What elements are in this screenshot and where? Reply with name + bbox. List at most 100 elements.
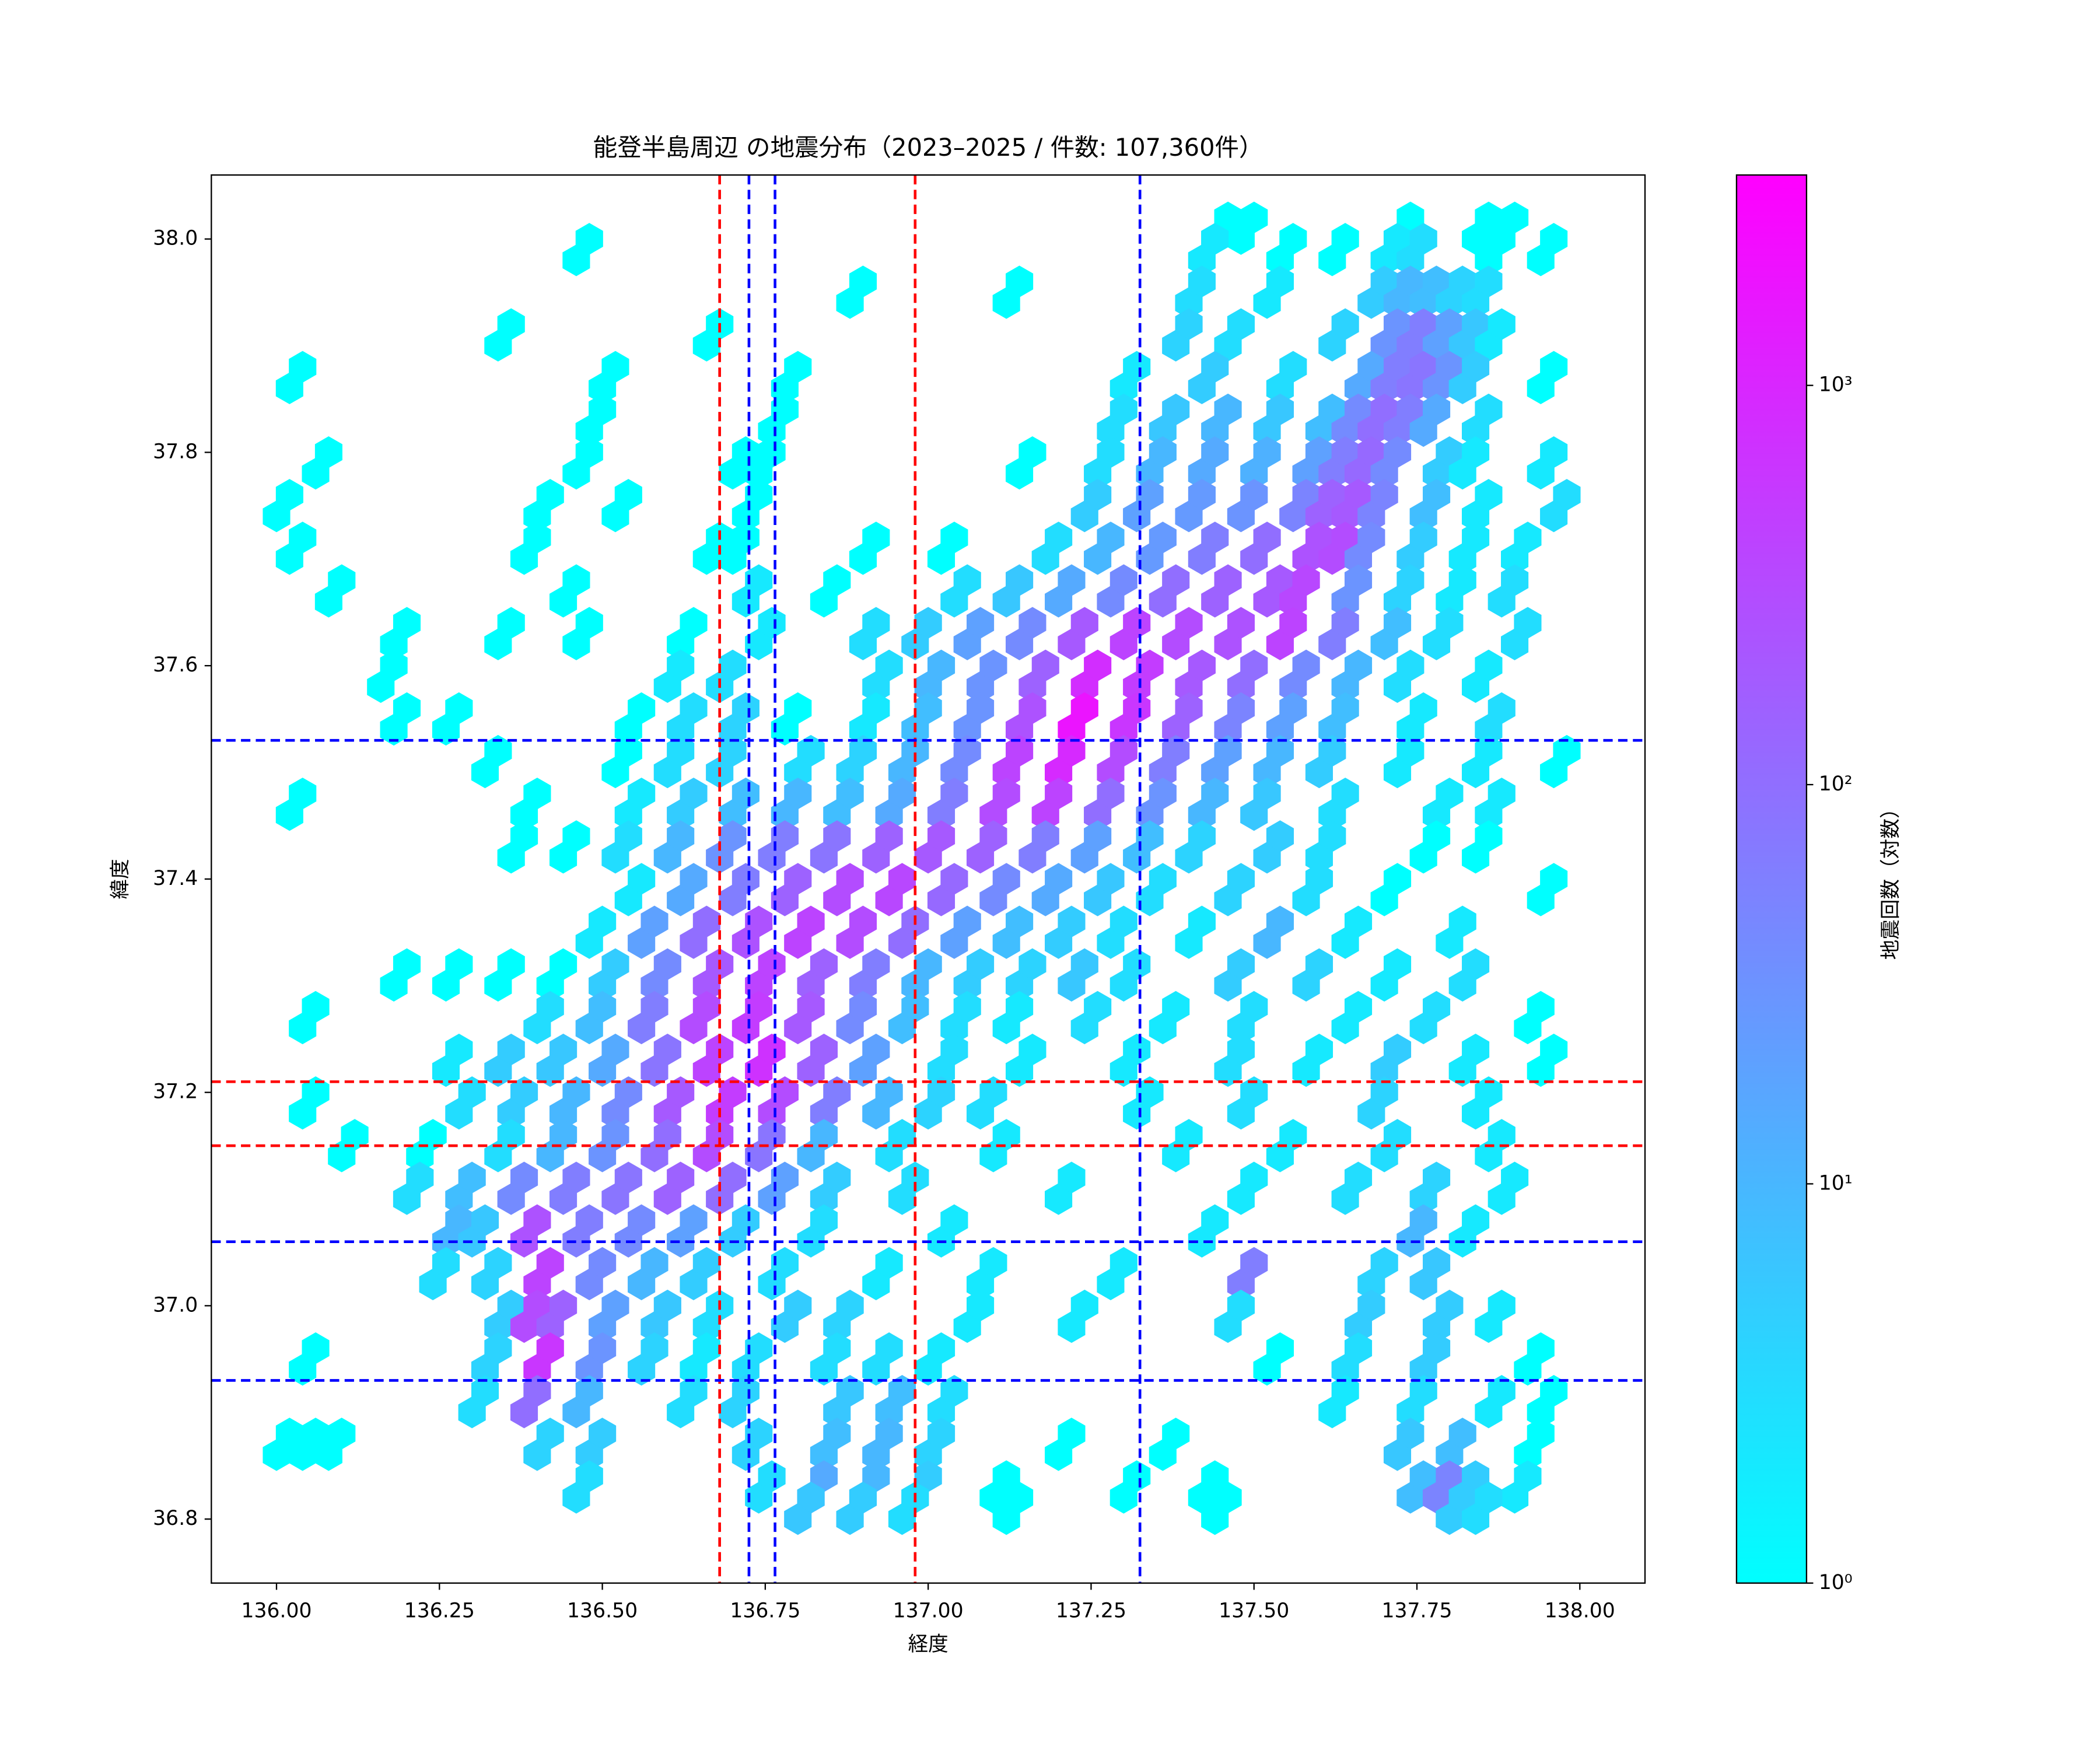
hex-cell — [628, 778, 656, 810]
hex-cell — [1370, 1247, 1398, 1279]
hex-cell — [810, 1033, 838, 1066]
hex-cell — [1436, 607, 1464, 639]
hex-cell — [1488, 223, 1516, 255]
hex-cell — [706, 1119, 734, 1151]
hex-cell — [940, 863, 968, 895]
hex-cell — [484, 1247, 512, 1279]
hex-cell — [1227, 692, 1255, 724]
hex-cell — [953, 905, 981, 937]
hex-cell — [1097, 436, 1125, 468]
hex-cell — [1240, 1161, 1268, 1194]
hex-cell — [901, 734, 929, 767]
hex-cell — [1266, 734, 1294, 767]
hex-cell — [328, 1418, 356, 1450]
hex-cell — [640, 991, 668, 1023]
hex-cell — [667, 1161, 695, 1194]
hex-cell — [1084, 820, 1112, 852]
hex-cell — [536, 1418, 564, 1450]
hex-cell — [1019, 436, 1046, 468]
hex-cell — [471, 1204, 499, 1236]
hex-cell — [1136, 1076, 1164, 1108]
hex-cell — [914, 607, 942, 639]
hex-cell — [1383, 948, 1412, 981]
hex-cell — [1110, 393, 1138, 426]
hex-cell — [1214, 564, 1242, 596]
hex-cell — [940, 1204, 968, 1236]
hex-cell — [1488, 308, 1516, 340]
hex-cell — [1110, 1247, 1138, 1279]
hex-cell — [1227, 948, 1255, 981]
hex-cell — [1488, 1289, 1516, 1322]
hex-cell — [1175, 308, 1203, 340]
hex-cell — [1357, 522, 1385, 554]
hex-cell — [484, 734, 512, 767]
hex-cell — [380, 649, 408, 682]
hex-cell — [1019, 948, 1046, 981]
hex-cell — [1110, 734, 1138, 767]
hex-cell — [640, 1247, 668, 1279]
hex-cell — [1188, 820, 1216, 852]
hex-cell — [1097, 863, 1125, 895]
hex-cell — [1475, 393, 1503, 426]
hex-cell — [1058, 1418, 1086, 1450]
hex-cell — [536, 479, 564, 511]
hex-cell — [1240, 1247, 1268, 1279]
hex-cell — [1266, 820, 1294, 852]
hex-cell — [523, 522, 551, 554]
hex-cell — [510, 1076, 538, 1108]
hex-cell — [927, 820, 956, 852]
hex-cell — [1123, 692, 1151, 724]
hex-cell — [1423, 820, 1451, 852]
hex-cell — [589, 393, 617, 426]
hex-cell — [745, 479, 773, 511]
hex-cell — [575, 1204, 603, 1236]
hex-cell — [1123, 1033, 1151, 1066]
x-tick-label: 138.00 — [1545, 1599, 1615, 1622]
hex-cell — [849, 1481, 877, 1514]
hex-cell — [849, 905, 877, 937]
hex-cell — [823, 564, 851, 596]
hex-cell — [614, 1076, 642, 1108]
hex-cell — [1084, 991, 1112, 1023]
hex-cell — [1423, 991, 1451, 1023]
hex-cell — [1279, 607, 1307, 639]
y-tick-label: 37.4 — [153, 867, 198, 890]
hex-cell — [497, 1119, 525, 1151]
hex-cell — [1423, 1332, 1451, 1364]
hex-cell — [1019, 1033, 1046, 1066]
hex-cell — [1488, 778, 1516, 810]
hex-cell — [614, 479, 642, 511]
hex-cell — [550, 1289, 578, 1322]
hex-cell — [1162, 991, 1190, 1023]
hex-cell — [1331, 692, 1359, 724]
hex-cell — [784, 778, 812, 810]
hex-cell — [614, 734, 642, 767]
hex-cell — [810, 1119, 838, 1151]
hex-cell — [601, 1119, 629, 1151]
hex-cell — [419, 1119, 447, 1151]
hex-cell — [1070, 948, 1098, 981]
hex-cell — [523, 1204, 551, 1236]
hex-cell — [393, 607, 421, 639]
hex-cell — [497, 948, 525, 981]
hex-cell — [836, 778, 864, 810]
hex-cell — [1058, 564, 1086, 596]
hex-cell — [797, 1481, 825, 1514]
hex-layer — [262, 201, 1581, 1535]
hex-cell — [1279, 223, 1307, 255]
hex-cell — [758, 436, 786, 468]
hex-cell — [1227, 607, 1255, 639]
hex-cell — [1175, 607, 1203, 639]
colorbar-label: 地震回数（対数） — [1879, 798, 1902, 960]
hex-cell — [862, 522, 890, 554]
hex-cell — [797, 905, 825, 937]
hex-cell — [393, 692, 421, 724]
hex-cell — [1162, 734, 1190, 767]
hex-cell — [667, 1076, 695, 1108]
hex-cell — [758, 1119, 786, 1151]
hex-cell — [445, 948, 473, 981]
hex-cell — [823, 1332, 851, 1364]
hex-cell — [940, 778, 968, 810]
hex-cell — [1305, 863, 1334, 895]
